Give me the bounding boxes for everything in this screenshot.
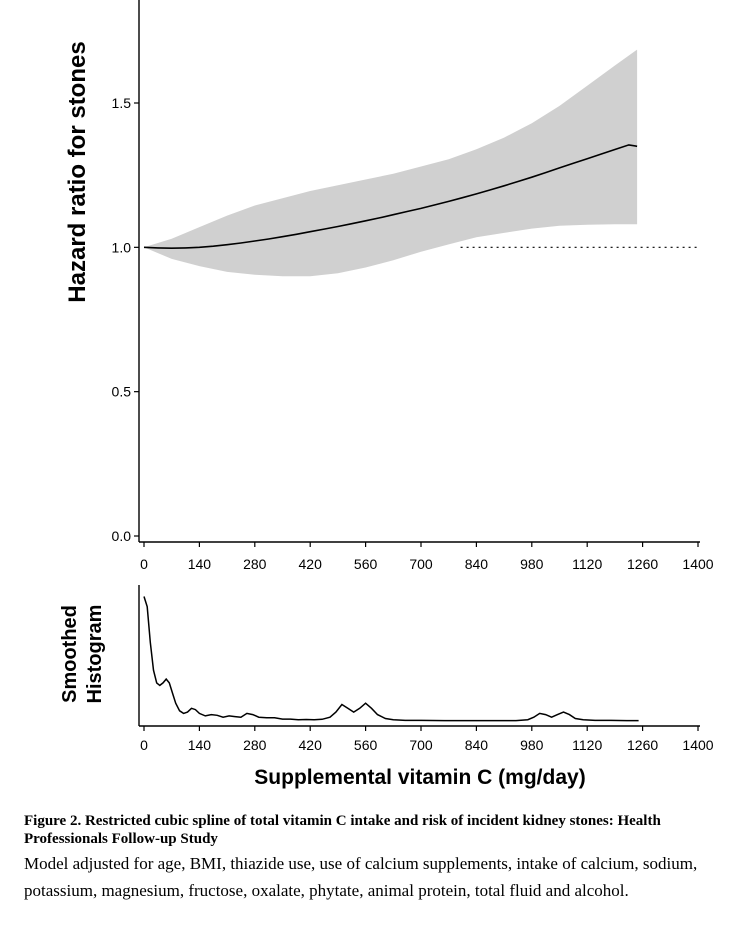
caption-body: Model adjusted for age, BMI, thiazide us… <box>24 850 724 904</box>
x-tick-label: 1400 <box>682 556 713 572</box>
x-tick-label: 840 <box>465 556 489 572</box>
figure-caption: Figure 2. Restricted cubic spline of tot… <box>24 812 724 904</box>
hazard-ratio-plot: 0.0 0.5 1.0 1.5 0 140 280 420 560 700 840 980 1120 1… <box>64 0 714 572</box>
smoothed-histogram-curve <box>144 597 639 721</box>
y-axis-title: Hazard ratio for stones <box>64 41 91 302</box>
hist-x-ticks: 0 140 280 420 560 700 840 980 1120 1260 1400 <box>140 726 714 753</box>
x-tick-label: 700 <box>409 556 433 572</box>
smoothed-histogram-plot: 0 140 280 420 560 700 840 980 1120 1260 1400 Smoot… <box>59 585 714 789</box>
y-ticks: 0.0 0.5 1.0 1.5 <box>112 95 139 544</box>
x-tick-label: 0 <box>140 556 148 572</box>
x-tick-label: 560 <box>354 737 378 753</box>
x-tick-label: 1260 <box>627 737 658 753</box>
caption-title: Figure 2. Restricted cubic spline of tot… <box>24 812 724 848</box>
x-axis-title: Supplemental vitamin C (mg/day) <box>254 766 585 789</box>
x-tick-label: 140 <box>188 737 212 753</box>
figure-chart: 0.0 0.5 1.0 1.5 0 140 280 420 560 700 840 980 1120 1… <box>0 0 735 810</box>
hist-y-axis-title-line2: Histogram <box>84 605 106 704</box>
x-tick-label: 560 <box>354 556 378 572</box>
x-tick-label: 280 <box>243 737 267 753</box>
confidence-band <box>144 50 637 277</box>
x-tick-label: 1400 <box>682 737 713 753</box>
hist-y-axis-title-line1: Smoothed <box>59 605 81 703</box>
y-tick-label: 1.5 <box>112 95 132 111</box>
y-tick-label: 0.0 <box>112 528 132 544</box>
x-tick-label: 0 <box>140 737 148 753</box>
x-tick-label: 980 <box>520 556 544 572</box>
x-tick-label: 1120 <box>572 556 602 572</box>
y-tick-label: 0.5 <box>112 384 132 400</box>
x-tick-label: 420 <box>299 737 323 753</box>
x-tick-label: 700 <box>409 737 433 753</box>
x-tick-label: 840 <box>465 737 489 753</box>
x-tick-label: 140 <box>188 556 212 572</box>
x-tick-label: 1120 <box>572 737 602 753</box>
x-ticks: 0 140 280 420 560 700 840 980 1120 1260 1400 <box>140 542 714 572</box>
x-tick-label: 980 <box>520 737 544 753</box>
y-tick-label: 1.0 <box>112 239 132 255</box>
x-tick-label: 420 <box>299 556 323 572</box>
x-tick-label: 280 <box>243 556 267 572</box>
x-tick-label: 1260 <box>627 556 658 572</box>
